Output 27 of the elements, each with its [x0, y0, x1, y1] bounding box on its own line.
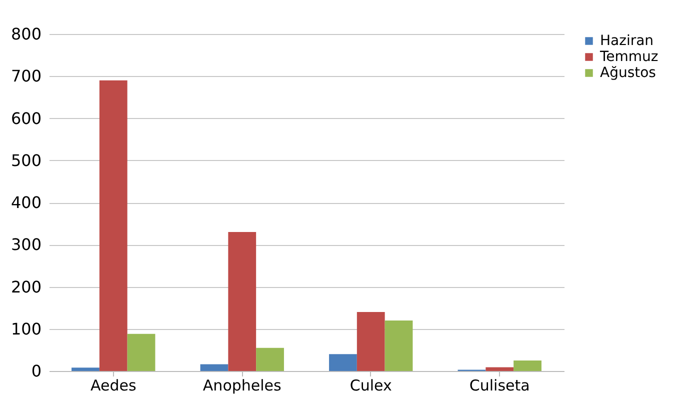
y-tick-label: 100	[10, 319, 42, 338]
bar	[200, 364, 228, 371]
bar	[127, 334, 156, 371]
y-tick-label: 500	[10, 150, 42, 170]
legend-label: Temmuz	[599, 49, 658, 65]
bar	[356, 312, 385, 371]
x-tick-label: Anopheles	[202, 376, 282, 394]
y-tick-label: 800	[10, 24, 42, 44]
y-tick-label: 400	[10, 193, 42, 212]
x-tick-label: Culiseta	[469, 376, 530, 394]
legend-label: Haziran	[600, 33, 654, 49]
x-tick-label: Culex	[350, 376, 392, 394]
x-tick-label: Aedes	[90, 376, 136, 394]
bar	[72, 368, 100, 371]
legend-label: Ağustos	[600, 65, 656, 81]
bar	[329, 354, 357, 371]
bar	[99, 80, 128, 371]
y-tick-label: 0	[31, 362, 42, 380]
y-tick-label: 700	[10, 66, 42, 86]
bar	[384, 320, 413, 371]
y-tick-label: 300	[10, 235, 42, 254]
bar	[514, 360, 542, 371]
bar	[486, 367, 514, 371]
bar	[228, 232, 256, 371]
y-tick-label: 600	[10, 108, 42, 128]
y-tick-label: 200	[10, 277, 42, 296]
bar	[256, 348, 284, 371]
